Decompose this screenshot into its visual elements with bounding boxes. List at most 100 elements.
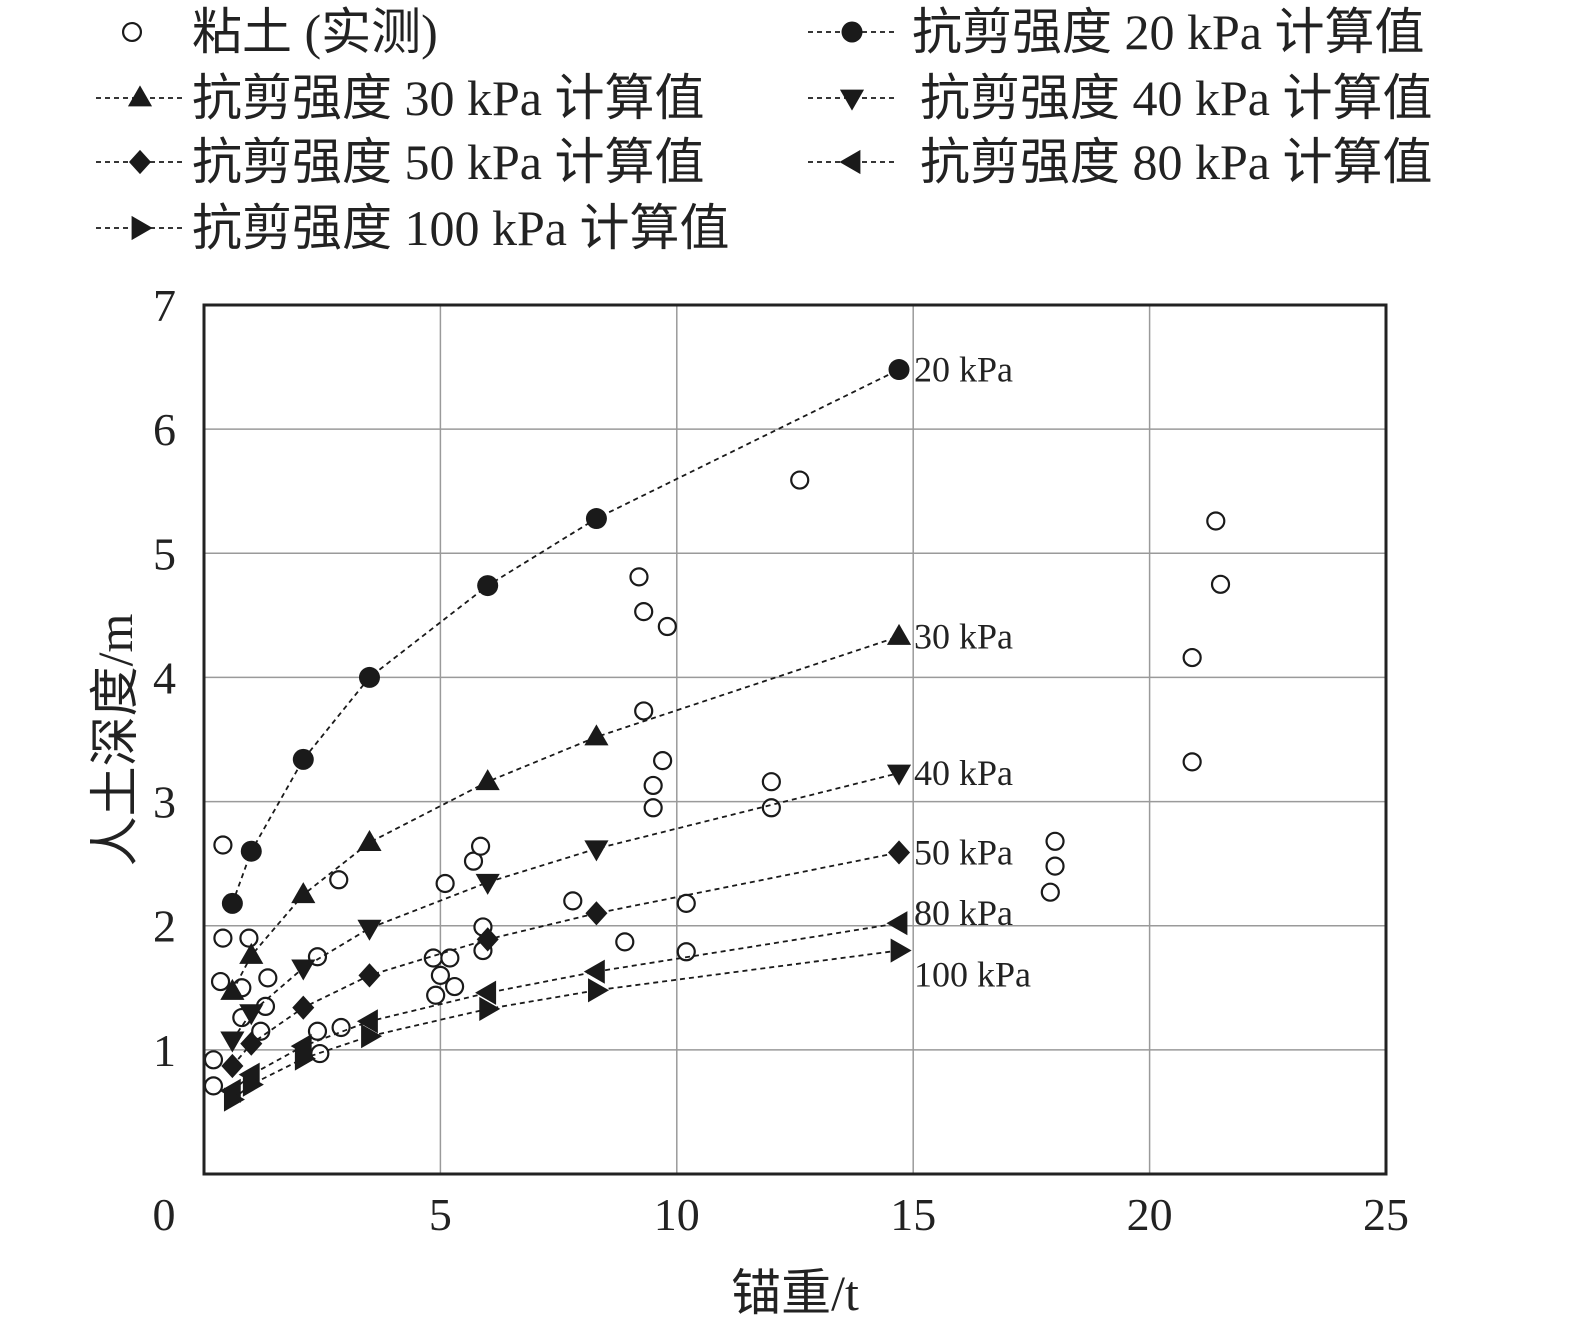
legend-marker — [127, 85, 153, 107]
series-line — [231, 922, 900, 1092]
data-point — [1206, 511, 1226, 531]
data-point — [220, 1031, 245, 1053]
series-end-label: 30 kPa — [914, 616, 1013, 656]
y-tick-label: 3 — [153, 777, 176, 828]
legend-entry-0: 粘土 (实测) — [121, 4, 438, 60]
data-point — [1210, 574, 1231, 594]
legend-marker — [121, 21, 143, 43]
series-layer — [203, 359, 1231, 1112]
data-point — [357, 829, 382, 851]
x-axis-label: 锚重/t — [731, 1265, 859, 1321]
data-point — [584, 724, 609, 746]
data-point — [470, 836, 491, 856]
data-point — [475, 873, 500, 895]
y-tick-label: 6 — [153, 404, 176, 455]
data-point — [356, 1009, 378, 1034]
legend-label: 抗剪强度 50 kPa 计算值 — [192, 134, 705, 190]
data-point — [653, 751, 673, 771]
data-point — [444, 976, 465, 997]
data-point — [292, 995, 315, 1020]
data-point — [479, 996, 501, 1021]
data-point — [210, 971, 231, 992]
data-point — [583, 959, 605, 984]
data-point — [1045, 831, 1065, 851]
data-point — [240, 840, 262, 862]
x-tick-label: 10 — [654, 1189, 700, 1240]
data-point — [1182, 647, 1202, 668]
x-tick-label: 15 — [890, 1189, 936, 1240]
legend-label: 抗剪强度 80 kPa 计算值 — [920, 134, 1433, 190]
legend-marker — [131, 215, 153, 241]
legend-label: 抗剪强度 30 kPa 计算值 — [192, 70, 705, 126]
data-point — [676, 942, 696, 962]
data-point — [1040, 882, 1060, 902]
data-point — [426, 985, 446, 1005]
legend-label: 抗剪强度 100 kPa 计算值 — [192, 200, 730, 256]
data-point — [629, 567, 649, 587]
data-point — [588, 978, 610, 1003]
data-point — [258, 968, 278, 988]
data-point — [331, 1017, 351, 1038]
series-end-label: 40 kPa — [914, 753, 1013, 793]
series-end-label: 20 kPa — [914, 350, 1013, 390]
legend-label: 抗剪强度 20 kPa 计算值 — [912, 4, 1425, 60]
series-1 — [221, 359, 910, 914]
data-point — [585, 901, 608, 926]
data-point — [307, 1021, 328, 1041]
data-point — [221, 1053, 244, 1079]
data-point — [239, 1004, 264, 1026]
data-point — [223, 1087, 245, 1112]
data-point — [213, 928, 233, 948]
data-point — [615, 932, 635, 952]
x-tick-label: 5 — [429, 1189, 452, 1240]
data-point — [291, 882, 316, 904]
data-point — [203, 1076, 224, 1096]
series-2 — [220, 623, 912, 1000]
data-point — [585, 508, 607, 530]
data-point — [242, 1072, 264, 1097]
data-point — [888, 359, 910, 381]
tick-labels: 0 5 10 15 20 25 1 2 3 4 5 6 7 — [153, 280, 1410, 1240]
series-end-label: 50 kPa — [914, 832, 1013, 872]
data-point — [1182, 752, 1202, 772]
data-point — [239, 942, 264, 964]
legend-entry-4: 抗剪强度 50 kPa 计算值 — [96, 134, 705, 190]
data-point — [220, 978, 245, 1000]
data-point — [290, 1034, 312, 1059]
data-point — [240, 1031, 263, 1056]
data-point — [643, 798, 663, 818]
data-point — [294, 1046, 316, 1071]
data-point — [358, 666, 380, 688]
series-line — [231, 635, 900, 992]
data-point — [435, 873, 455, 894]
grid-lines — [204, 305, 1386, 1174]
y-tick-label: 7 — [153, 280, 176, 331]
data-point — [890, 938, 912, 963]
legend-label: 粘土 (实测) — [192, 4, 438, 60]
data-point — [213, 835, 233, 855]
x-tick-label: 0 — [153, 1189, 176, 1240]
legend-marker — [841, 21, 863, 43]
data-point — [239, 928, 259, 948]
data-point — [440, 948, 460, 968]
legend-entry-1: 抗剪强度 20 kPa 计算值 — [808, 4, 1425, 60]
series-5 — [219, 911, 908, 1103]
data-point — [790, 470, 810, 490]
y-tick-label: 5 — [153, 528, 176, 579]
x-tick-label: 25 — [1363, 1189, 1409, 1240]
y-tick-label: 1 — [153, 1025, 176, 1076]
legend-marker — [839, 149, 861, 175]
data-point — [291, 959, 316, 981]
data-point — [643, 775, 663, 796]
y-tick-label: 2 — [153, 901, 176, 952]
data-point — [657, 616, 677, 637]
series-6 — [223, 938, 912, 1112]
data-point — [887, 840, 911, 865]
data-point — [357, 919, 382, 941]
series-labels: 20 kPa 30 kPa 40 kPa 50 kPa 80 kPa 100 kPa — [914, 350, 1031, 995]
data-point — [634, 602, 654, 622]
data-point — [1045, 856, 1065, 876]
x-tick-label: 20 — [1127, 1189, 1173, 1240]
legend-marker — [128, 149, 152, 175]
